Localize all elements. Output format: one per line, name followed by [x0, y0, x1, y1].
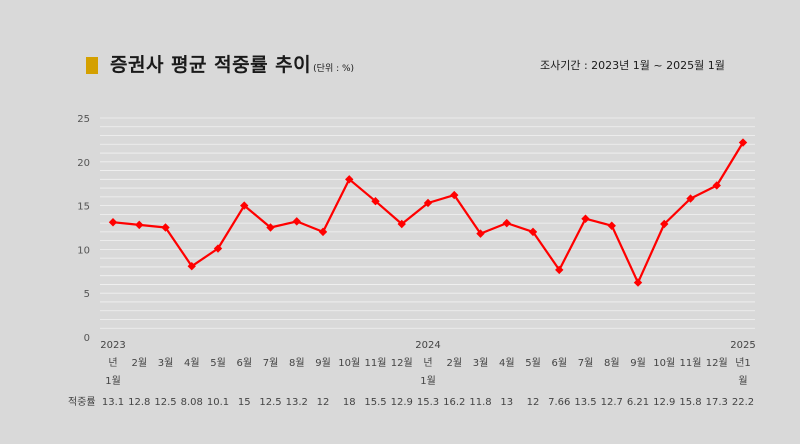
data-point — [371, 197, 380, 206]
chart-title-block: 증권사 평균 적중률 추이 (단위 : %) — [86, 50, 354, 77]
unit-label: (단위 : %) — [313, 64, 355, 74]
survey-period: 조사기간 : 2023년 1월 ~ 2025월 1월 — [540, 59, 725, 72]
data-value-label: 8.08 — [181, 397, 203, 408]
data-point — [240, 201, 249, 210]
data-value-label: 15 — [238, 397, 251, 408]
x-tick-label: 6월 — [236, 357, 252, 369]
data-point — [738, 138, 748, 147]
data-value-label: 16.2 — [443, 397, 465, 408]
data-value-label: 13.5 — [574, 397, 596, 408]
data-value-label: 13.1 — [102, 397, 124, 408]
data-value-label: 12 — [317, 397, 330, 408]
x-tick-label: 7월 — [263, 357, 279, 369]
chart-title: 증권사 평균 적중률 추이 — [110, 54, 312, 76]
data-point — [555, 265, 564, 275]
x-tick-label: 4월 — [184, 357, 200, 369]
data-value-label: 7.66 — [548, 397, 570, 408]
data-value-label: 12.5 — [259, 397, 281, 408]
y-tick-label: 20 — [77, 158, 90, 169]
x-tick-label: 8월 — [289, 357, 305, 369]
title-marker-square — [86, 57, 98, 74]
x-tick-label: 년 — [423, 357, 432, 369]
x-tick-label: 1월 — [420, 375, 436, 387]
data-value-label: 15.8 — [679, 397, 701, 408]
data-point — [213, 244, 223, 253]
data-value-label: 10.1 — [207, 397, 229, 408]
data-point — [686, 194, 695, 203]
data-point — [318, 227, 328, 237]
x-tick-label: 월 — [738, 375, 747, 387]
y-tick-label: 0 — [84, 333, 90, 344]
x-tick-label: 5월 — [525, 357, 541, 369]
data-value-label: 22.2 — [732, 397, 754, 408]
data-row-label: 적중률 — [68, 396, 96, 408]
data-point — [345, 175, 354, 184]
data-value-label: 11.8 — [469, 397, 491, 408]
data-value-label: 12 — [527, 397, 540, 408]
y-tick-label: 10 — [77, 245, 90, 256]
data-point — [502, 218, 511, 228]
data-point — [660, 219, 669, 229]
data-point — [581, 214, 590, 223]
x-tick-label: 5월 — [210, 357, 226, 369]
x-tick-label: 9월 — [630, 357, 646, 369]
x-tick-label: 년 — [108, 357, 117, 369]
x-tick-label: 4월 — [499, 357, 515, 369]
series-line — [112, 141, 744, 284]
x-tick-label: 11월 — [365, 357, 387, 369]
x-tick-label: 2월 — [131, 357, 147, 369]
data-point — [108, 218, 118, 227]
x-tick-label: 12월 — [706, 357, 728, 369]
data-value-label: 15.3 — [417, 397, 439, 408]
data-point — [292, 217, 301, 226]
data-value-label: 13.2 — [286, 397, 308, 408]
x-tick-label: 2025 — [730, 340, 755, 351]
data-point — [607, 221, 616, 230]
data-value-label: 13 — [500, 397, 513, 408]
data-point — [712, 181, 721, 190]
data-value-label: 15.5 — [364, 397, 386, 408]
data-value-label: 12.5 — [154, 397, 176, 408]
x-tick-label: 10월 — [338, 357, 360, 369]
data-value-label: 12.9 — [653, 397, 675, 408]
data-point — [528, 227, 538, 237]
x-tick-label: 10월 — [653, 357, 675, 369]
data-point — [135, 220, 144, 230]
data-value-label: 12.9 — [391, 397, 413, 408]
data-point — [423, 198, 433, 208]
data-point — [161, 223, 170, 232]
data-value-label: 6.21 — [627, 397, 649, 408]
data-point — [187, 262, 196, 271]
data-value-label: 12.7 — [601, 397, 623, 408]
x-tick-label: 년1 — [735, 357, 751, 369]
data-point — [450, 190, 459, 200]
x-tick-label: 8월 — [604, 357, 620, 369]
y-tick-label: 25 — [77, 114, 90, 125]
x-tick-label: 9월 — [315, 357, 331, 369]
data-value-label: 17.3 — [706, 397, 728, 408]
x-tick-label: 12월 — [391, 357, 413, 369]
y-tick-label: 5 — [84, 289, 90, 300]
x-tick-label: 11월 — [680, 357, 702, 369]
x-tick-label: 3월 — [158, 357, 174, 369]
x-tick-label: 2024 — [415, 340, 440, 351]
data-value-label: 12.8 — [128, 397, 150, 408]
data-value-label: 18 — [343, 397, 356, 408]
data-point — [266, 223, 275, 232]
data-point — [397, 219, 406, 229]
x-tick-label: 3월 — [473, 357, 489, 369]
data-point — [476, 229, 485, 238]
x-tick-label: 7월 — [578, 357, 594, 369]
x-tick-label: 1월 — [105, 375, 121, 387]
x-tick-label: 2023 — [100, 340, 125, 351]
x-tick-label: 2월 — [446, 357, 462, 369]
data-point — [633, 278, 643, 287]
y-tick-label: 15 — [77, 202, 90, 213]
x-tick-label: 6월 — [551, 357, 567, 369]
